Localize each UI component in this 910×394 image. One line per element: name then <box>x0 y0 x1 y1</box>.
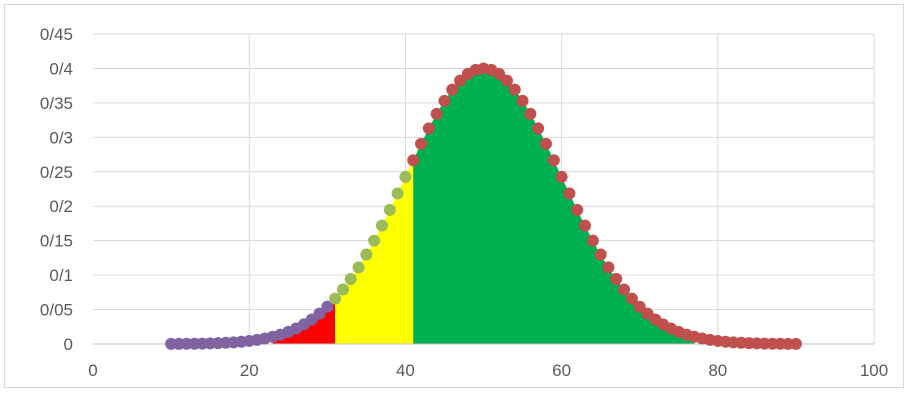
data-point <box>539 137 552 150</box>
data-point <box>368 234 381 247</box>
data-point <box>446 83 459 96</box>
x-tick-label: 0 <box>88 361 97 380</box>
data-point <box>508 83 521 96</box>
data-point <box>789 337 802 350</box>
data-point <box>344 273 357 286</box>
data-point <box>586 234 599 247</box>
data-point <box>594 248 607 261</box>
data-point <box>493 67 506 80</box>
y-tick-label: 0/1 <box>49 266 73 285</box>
y-tick-label: 0/4 <box>49 59 73 78</box>
data-point <box>602 261 615 274</box>
data-point <box>625 292 638 305</box>
x-tick-labels: 0 20 40 60 80 100 <box>88 361 888 380</box>
data-points <box>165 62 802 350</box>
x-tick-label: 80 <box>708 361 727 380</box>
y-tick-label: 0/3 <box>49 128 73 147</box>
data-point <box>438 94 451 107</box>
x-tick-label: 40 <box>396 361 415 380</box>
data-point <box>618 283 631 296</box>
shaded-region <box>413 68 695 344</box>
data-point <box>571 203 584 216</box>
data-point <box>547 154 560 167</box>
y-tick-label: 0/05 <box>40 301 73 320</box>
x-tick-label: 100 <box>860 361 888 380</box>
data-point <box>579 219 592 232</box>
data-point <box>563 187 576 200</box>
data-point <box>383 203 396 216</box>
chart-frame: 0 0/05 0/1 0/15 0/2 0/25 0/3 0/35 0/4 0/45 0 20 40 6… <box>4 4 904 388</box>
data-point <box>399 170 412 183</box>
y-tick-label: 0/45 <box>40 25 73 44</box>
data-point <box>454 74 467 87</box>
data-point <box>430 107 443 120</box>
data-point <box>633 300 646 313</box>
y-tick-label: 0 <box>64 335 73 354</box>
y-tick-labels: 0 0/05 0/1 0/15 0/2 0/25 0/3 0/35 0/4 0/45 <box>40 25 73 354</box>
data-point <box>610 273 623 286</box>
data-point <box>555 170 568 183</box>
y-tick-label: 0/2 <box>49 197 73 216</box>
chart-plot: 0 0/05 0/1 0/15 0/2 0/25 0/3 0/35 0/4 0/45 0 20 40 6… <box>40 25 888 380</box>
data-point <box>415 137 428 150</box>
data-point <box>313 307 326 320</box>
data-point <box>391 187 404 200</box>
data-point <box>321 300 334 313</box>
y-tick-label: 0/25 <box>40 163 73 182</box>
x-tick-label: 20 <box>240 361 259 380</box>
data-point <box>524 107 537 120</box>
data-point <box>329 292 342 305</box>
y-tick-label: 0/15 <box>40 232 73 251</box>
x-tick-label: 60 <box>552 361 571 380</box>
data-point <box>516 94 529 107</box>
data-point <box>532 122 545 135</box>
data-point <box>360 248 373 261</box>
data-point <box>375 219 388 232</box>
data-point <box>336 283 349 296</box>
data-point <box>500 74 513 87</box>
data-point <box>422 122 435 135</box>
data-point <box>352 261 365 274</box>
shaded-region <box>335 160 414 344</box>
y-tick-label: 0/35 <box>40 94 73 113</box>
data-point <box>407 154 420 167</box>
